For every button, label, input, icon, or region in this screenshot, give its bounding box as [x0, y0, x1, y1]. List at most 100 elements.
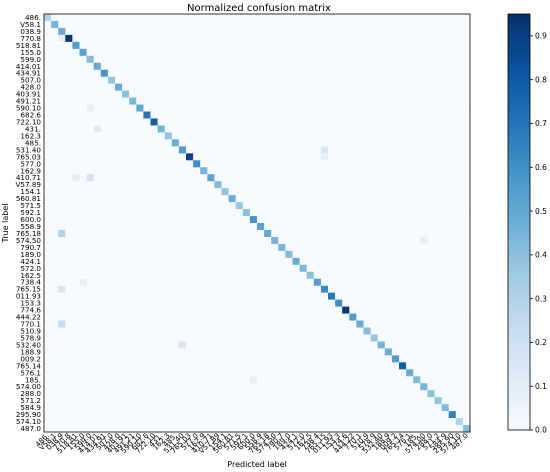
matrix-cell [58, 34, 66, 43]
matrix-cell [413, 341, 421, 349]
matrix-cell [377, 264, 386, 273]
matrix-cell [448, 362, 457, 370]
matrix-cell [406, 132, 414, 140]
matrix-cell [292, 27, 300, 36]
matrix-cell [342, 62, 350, 71]
matrix-cell [370, 14, 378, 22]
matrix-cell [391, 306, 400, 314]
matrix-cell [214, 132, 222, 140]
matrix-cell [448, 174, 457, 182]
matrix-cell [178, 216, 187, 224]
matrix-cell [186, 271, 194, 280]
matrix-cell [278, 390, 286, 398]
matrix-cell [242, 236, 251, 245]
matrix-cell [271, 27, 279, 36]
matrix-cell [200, 334, 208, 342]
matrix-cell [249, 55, 258, 64]
matrix-cell [186, 27, 194, 36]
matrix-cell [200, 27, 208, 36]
matrix-cell [271, 76, 279, 84]
matrix-cell [264, 383, 272, 391]
matrix-cell [100, 209, 109, 217]
matrix-cell [171, 48, 180, 57]
matrix-cell [271, 216, 279, 224]
matrix-cell [257, 139, 265, 147]
matrix-cell [271, 243, 279, 252]
matrix-cell [44, 153, 52, 161]
matrix-cell [328, 341, 336, 349]
matrix-cell [157, 306, 165, 314]
matrix-cell [200, 153, 208, 161]
matrix-cell [51, 62, 59, 71]
matrix-cell [413, 411, 421, 419]
matrix-cell [150, 271, 158, 280]
matrix-cell [455, 383, 464, 391]
matrix-cell [342, 383, 350, 391]
matrix-cell [164, 118, 173, 126]
matrix-cell [157, 341, 165, 349]
matrix-cell [271, 376, 279, 384]
matrix-cell [391, 41, 400, 50]
matrix-cell [143, 181, 151, 189]
matrix-cell [86, 348, 94, 356]
matrix-cell [391, 264, 400, 273]
matrix-cell [441, 153, 449, 161]
matrix-cell [107, 348, 116, 356]
y-tick-labels: 486.V58.1038.9770.8518.81155.0599.0414.0… [16, 13, 42, 433]
matrix-cell [242, 355, 251, 363]
matrix-cell [264, 327, 272, 335]
matrix-cell [150, 250, 158, 259]
matrix-cell [441, 34, 449, 43]
matrix-cell [100, 188, 109, 196]
matrix-cell [93, 425, 102, 433]
matrix-cell [235, 334, 244, 342]
matrix-cell [228, 397, 236, 405]
matrix-cell [399, 111, 407, 119]
matrix-cell [370, 411, 378, 419]
matrix-cell [79, 125, 87, 133]
matrix-cell [377, 320, 386, 328]
matrix-cell [242, 362, 251, 370]
matrix-cell [136, 362, 144, 370]
matrix-cell [349, 425, 357, 433]
matrix-cell [200, 306, 208, 314]
matrix-cell [264, 181, 272, 189]
matrix-cell [86, 425, 94, 433]
matrix-cell [441, 299, 449, 307]
matrix-cell [186, 223, 194, 231]
matrix-cell [122, 76, 130, 84]
matrix-cell [228, 174, 236, 182]
matrix-cell [257, 55, 265, 64]
matrix-cell [164, 292, 173, 300]
matrix-cell [122, 278, 130, 286]
matrix-cell [143, 34, 151, 43]
matrix-cell [72, 334, 80, 342]
matrix-cell [377, 97, 386, 105]
matrix-cell [406, 62, 414, 71]
matrix-cell [136, 174, 144, 182]
matrix-cell [399, 202, 407, 210]
matrix-cell [420, 83, 428, 91]
matrix-cell [320, 188, 329, 196]
matrix-cell [157, 369, 165, 377]
matrix-cell [122, 209, 130, 217]
matrix-cell [420, 14, 428, 22]
matrix-cell [434, 41, 442, 50]
matrix-cell [122, 216, 130, 224]
matrix-cell [171, 41, 180, 50]
matrix-cell [207, 76, 215, 84]
matrix-cell [448, 195, 457, 203]
matrix-cell [384, 369, 393, 377]
matrix-cell [107, 257, 116, 266]
matrix-cell [441, 264, 449, 273]
matrix-cell [391, 404, 400, 412]
matrix-cell [363, 167, 371, 175]
matrix-cell [164, 243, 173, 252]
matrix-cell [399, 369, 407, 377]
matrix-cell [93, 306, 102, 314]
matrix-cell [164, 188, 173, 196]
matrix-cell [399, 181, 407, 189]
matrix-cell [434, 362, 442, 370]
matrix-cell [249, 264, 258, 273]
matrix-cell [413, 90, 421, 98]
